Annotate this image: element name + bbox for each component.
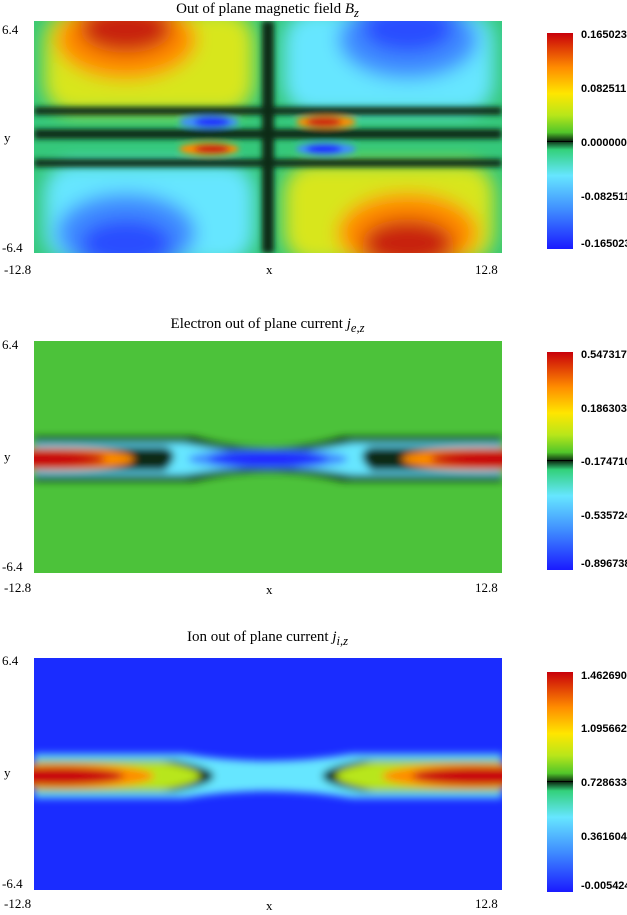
colorbar-gradient — [547, 672, 573, 892]
y-axis-label: y — [4, 130, 11, 145]
title-subscript: e,z — [350, 321, 365, 335]
heatmap-plot-area — [34, 341, 502, 573]
colorbar-tick-label: -0.535724 — [581, 510, 627, 522]
panel-jez: Electron out of plane current je,z 6.4 y — [0, 312, 627, 602]
colorbar-tick-label: 0.082511 — [581, 83, 627, 95]
colorbar-tick-label: -0.005424 — [581, 880, 627, 892]
y-tick-bottom: -6.4 — [2, 240, 23, 255]
panel-jiz: Ion out of plane current ji,z 6.4 y -6.4 — [0, 623, 627, 915]
y-axis-label: y — [4, 765, 11, 780]
panel-bz: Out of plane magnetic field Bz — [0, 0, 627, 290]
y-tick-bottom: -6.4 — [2, 559, 23, 574]
title-symbol: j — [332, 629, 337, 645]
colorbar-tick-label: -0.174710 — [581, 456, 627, 468]
title-text: Ion out of plane current — [186, 629, 333, 645]
x-axis-label: x — [266, 898, 273, 913]
jiz-field-svg — [34, 658, 502, 890]
colorbar — [547, 672, 573, 892]
colorbar-tick-mark — [547, 141, 573, 142]
colorbar-tick-label: -0.896738 — [581, 558, 627, 570]
x-tick-left: -12.8 — [4, 896, 32, 911]
y-axis-label: y — [4, 449, 11, 464]
colorbar-tick-label: 0.165023 — [581, 29, 627, 41]
colorbar-tick-label: 0.361604 — [581, 831, 627, 843]
x-axis-label: x — [266, 582, 273, 597]
x-tick-right: 12.8 — [475, 896, 498, 911]
x-tick-right: 12.8 — [475, 580, 498, 595]
title-subscript: i,z — [336, 634, 348, 648]
colorbar-tick-mark — [547, 460, 573, 461]
colorbar-tick-label: 0.728633 — [581, 777, 627, 789]
colorbar-tick-label: 1.462690 — [581, 670, 627, 682]
colorbar-tick-mark — [547, 781, 573, 782]
title-text: Electron out of plane current — [170, 316, 347, 332]
colorbar-tick-label: 0.000000 — [581, 137, 627, 149]
colorbar-tick-label: -0.082511 — [581, 191, 627, 203]
colorbar-tick-label: 0.547317 — [581, 349, 627, 361]
y-tick-bottom: -6.4 — [2, 876, 23, 891]
heatmap-plot-area — [34, 658, 502, 890]
title-text: Out of plane magnetic field — [176, 1, 345, 17]
jez-field-svg — [34, 341, 502, 573]
x-tick-left: -12.8 — [4, 580, 32, 595]
title-symbol: B — [344, 1, 354, 17]
chart-title: Electron out of plane current je,z — [0, 316, 535, 336]
colorbar-tick-label: 0.186303 — [581, 403, 627, 415]
heatmap-plot-area — [34, 21, 502, 253]
colorbar-tick-label: 1.095662 — [581, 723, 627, 735]
bz-field-svg — [34, 21, 502, 253]
title-symbol: j — [346, 316, 351, 332]
chart-title: Ion out of plane current ji,z — [0, 629, 535, 649]
x-tick-left: -12.8 — [4, 262, 32, 277]
colorbar — [547, 352, 573, 570]
chart-title: Out of plane magnetic field Bz — [0, 1, 535, 21]
y-tick-top: 6.4 — [2, 653, 19, 668]
x-axis-label: x — [266, 262, 273, 277]
x-tick-right: 12.8 — [475, 262, 498, 277]
colorbar-gradient — [547, 352, 573, 570]
colorbar-tick-label: -0.165023 — [581, 238, 627, 250]
title-subscript: z — [354, 6, 359, 20]
y-tick-top: 6.4 — [2, 337, 19, 352]
y-tick-top: 6.4 — [2, 22, 19, 37]
